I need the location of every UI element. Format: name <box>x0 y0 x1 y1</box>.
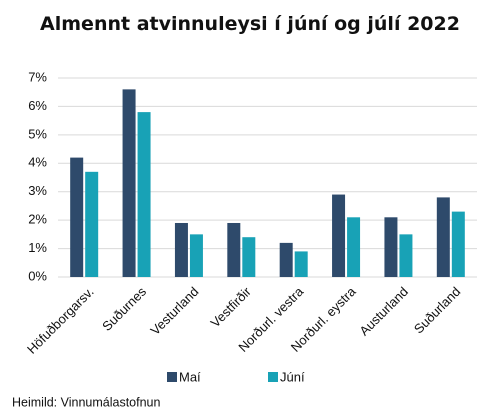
y-tick-label: 7% <box>28 69 47 84</box>
legend-label: Júní <box>280 369 305 384</box>
y-tick-label: 2% <box>28 212 47 227</box>
y-tick-label: 0% <box>28 268 47 283</box>
y-tick-label: 6% <box>28 98 47 113</box>
legend-label: Maí <box>179 369 201 384</box>
bar <box>347 217 361 277</box>
bar <box>242 237 256 277</box>
y-tick-label: 5% <box>28 126 47 141</box>
bar <box>70 157 84 277</box>
bar <box>227 222 241 277</box>
y-tick-label: 3% <box>28 183 47 198</box>
legend-swatch <box>268 372 278 382</box>
y-tick-label: 1% <box>28 240 47 255</box>
x-tick-label: Vesturland <box>147 284 201 338</box>
y-tick-label: 4% <box>28 155 47 170</box>
bar <box>384 217 398 277</box>
bar <box>436 197 450 277</box>
bar <box>189 234 203 277</box>
x-tick-label: Austurland <box>356 284 411 339</box>
bar <box>294 251 308 277</box>
bar <box>279 242 293 277</box>
bar <box>399 234 413 277</box>
bar <box>137 112 151 277</box>
bar <box>451 211 465 277</box>
bar <box>332 194 346 277</box>
bar <box>85 171 99 277</box>
x-tick-label: Vestfirðir <box>207 283 254 330</box>
bar <box>122 89 136 277</box>
x-tick-label: Höfuðborgarsv. <box>24 284 97 357</box>
x-tick-label: Suðurnes <box>99 284 149 334</box>
legend-swatch <box>167 372 177 382</box>
chart-title: Almennt atvinnuleysi í júní og júlí 2022 <box>40 13 460 35</box>
source: Heimild: Vinnumálastofnun <box>12 395 161 409</box>
x-tick-label: Suðurland <box>411 284 464 337</box>
bar <box>174 222 188 277</box>
